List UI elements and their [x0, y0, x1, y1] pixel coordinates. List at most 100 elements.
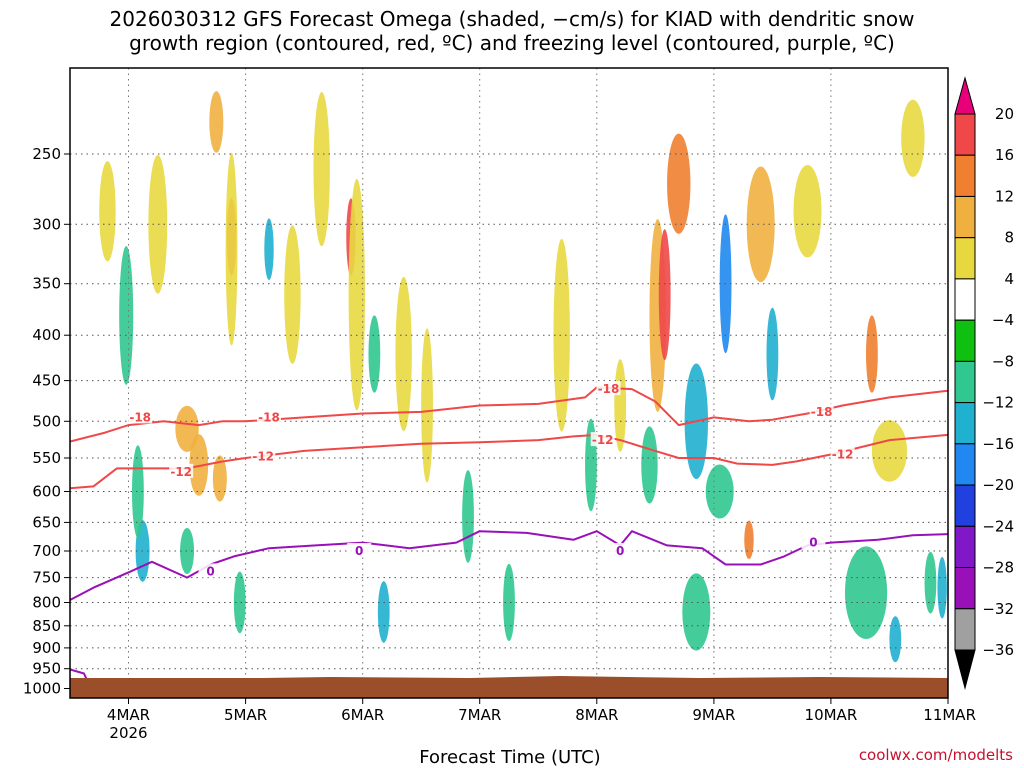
omega-cell-35: [744, 520, 754, 560]
contour-label-bg: [169, 463, 194, 478]
x-tick-label: 4MAR: [107, 706, 150, 724]
colorbar-label: −8: [992, 352, 1014, 370]
omega-cell-38: [793, 164, 822, 258]
contour-label-bg: [830, 446, 855, 461]
plot-frame: [69, 67, 949, 699]
contour-label-bg: [198, 563, 223, 578]
credit-text: coolwx.com/modelts: [859, 746, 1013, 764]
omega-cell-36: [746, 166, 775, 283]
colorbar-swatch: [954, 567, 976, 610]
omega-cell-24: [553, 238, 570, 432]
omega-cell-41: [844, 546, 888, 639]
colorbar-swatch: [954, 319, 976, 362]
colorbar-swatch: [954, 278, 976, 321]
y-tick-label: 600: [32, 483, 61, 501]
colorbar-label: 8: [1004, 229, 1014, 247]
y-tick-label: 650: [32, 513, 61, 531]
y-tick-label: 500: [32, 412, 61, 430]
colorbar-bottom-arrow: [954, 649, 976, 690]
y-tick-label: 950: [32, 660, 61, 678]
colorbar-top-arrow: [954, 76, 976, 115]
omega-cell-40: [871, 420, 908, 482]
x-tick-label: 6MAR: [341, 706, 384, 724]
colorbar-swatch: [954, 237, 976, 280]
omega-cell-8: [209, 91, 224, 153]
contour-label-bg: [590, 432, 615, 447]
omega-cell-28: [658, 229, 671, 361]
y-tick-label: 1000: [23, 680, 61, 698]
colorbar-label: 4: [1004, 270, 1014, 288]
omega-cell-13: [264, 218, 274, 280]
contour-label: -18: [258, 410, 280, 424]
colorbar-swatch: [954, 402, 976, 445]
omega-cell-1: [119, 246, 134, 385]
y-tick-label: 300: [32, 215, 61, 233]
omega-cell-20: [395, 276, 412, 432]
colorbar-label: −24: [982, 517, 1014, 535]
colorbar-swatch: [954, 443, 976, 486]
omega-cell-0: [99, 161, 116, 262]
contour-line-0: [70, 386, 948, 443]
y-tick-label: 350: [32, 275, 61, 293]
colorbar-label: −36: [982, 641, 1014, 659]
omega-cell-18: [368, 315, 381, 393]
omega-cell-15: [313, 92, 330, 247]
contour-label-bg: [257, 409, 281, 424]
colorbar-label: −4: [992, 311, 1014, 329]
y-tick-label: 400: [32, 326, 61, 344]
colorbar-label: −20: [982, 476, 1014, 494]
grid-lines: [70, 68, 948, 698]
omega-cell-42: [889, 616, 902, 663]
omega-cell-43: [901, 99, 925, 177]
x-axis-label: Forecast Time (UTC): [419, 747, 600, 768]
colorbar: 20 16 12 8 4 −4 −8 −12 −16 −20 −24 −28 −32 −36: [954, 76, 1014, 690]
colorbar-swatch: [954, 608, 976, 651]
contour-label: -18: [811, 405, 833, 419]
colorbar-label: −16: [982, 435, 1014, 453]
omega-shading: [99, 91, 947, 663]
contour-label: -12: [832, 448, 854, 462]
x-tick-label: 9MAR: [692, 706, 735, 724]
colorbar-label: −28: [982, 559, 1014, 577]
colorbar-label: −12: [982, 394, 1014, 412]
colorbar-swatch: [954, 196, 976, 239]
y-tick-label: 750: [32, 569, 61, 587]
omega-cell-19: [377, 581, 390, 643]
omega-cell-32: [682, 573, 711, 651]
contour-label-bg: [801, 534, 826, 549]
colorbar-swatch: [954, 484, 976, 527]
omega-cell-45: [937, 556, 947, 619]
x-tick-label: 7MAR: [458, 706, 501, 724]
contour-label-bg: [596, 381, 621, 396]
temperature-contours: -18 -18 -18 -18 -12 -12 -12 -12 0 0 0 0: [70, 381, 948, 695]
omega-cell-21: [421, 328, 433, 483]
colorbar-swatch: [954, 113, 976, 156]
omega-cell-23: [503, 563, 515, 642]
colorbar-label: 20: [995, 105, 1014, 123]
omega-cell-29: [667, 133, 691, 234]
contour-label-bg: [128, 409, 153, 424]
y-tick-label: 450: [32, 372, 61, 390]
y-tick-label: 900: [32, 639, 61, 657]
colorbar-label: 12: [995, 188, 1014, 206]
omega-cell-22: [462, 470, 474, 563]
ground-surface-edge: [70, 676, 948, 684]
colorbar-swatch: [954, 360, 976, 404]
y-axis: 250 300 350 400 450 500 550 600 650 700 750 800 850 9…: [23, 145, 70, 698]
contour-label: -12: [592, 433, 614, 447]
contour-label-bg: [608, 543, 633, 557]
colorbar-swatch: [954, 154, 976, 197]
omega-cell-30: [641, 426, 658, 504]
x-tick-label: 8MAR: [575, 706, 618, 724]
chart-title-line-1: 2026030312 GFS Forecast Omega (shaded, −…: [110, 7, 915, 31]
x-tick-label: 11MAR: [923, 706, 976, 724]
omega-cell-11: [212, 455, 227, 502]
contour-label: -18: [129, 410, 151, 424]
colorbar-label: 16: [995, 146, 1014, 164]
y-tick-label: 700: [32, 542, 61, 560]
omega-cell-6: [189, 434, 209, 496]
contour-label: -12: [170, 465, 192, 479]
colorbar-swatch: [954, 525, 976, 568]
omega-cell-14: [284, 225, 301, 365]
omega-cell-12: [233, 571, 246, 634]
